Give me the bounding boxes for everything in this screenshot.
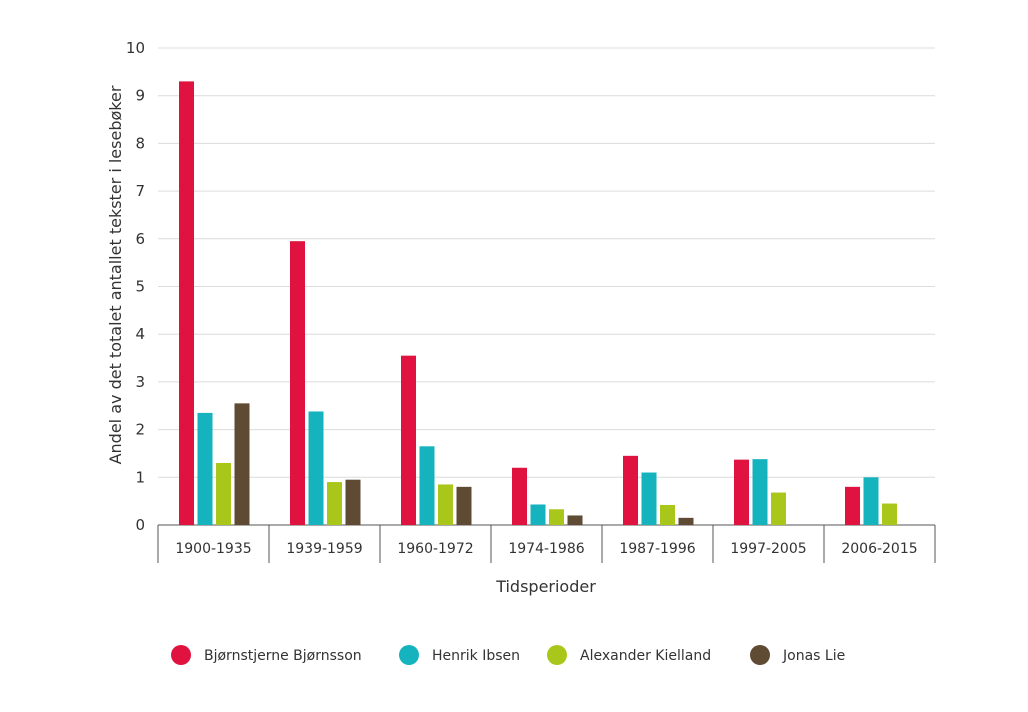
- bar: [623, 455, 638, 525]
- bar: [438, 484, 453, 525]
- bar: [419, 446, 435, 525]
- bar: [678, 517, 694, 525]
- bar: [752, 459, 768, 525]
- y-tick-label: 8: [135, 134, 145, 152]
- legend-swatch: [171, 645, 191, 665]
- y-tick-label: 9: [135, 87, 145, 105]
- bar: [641, 472, 657, 525]
- legend-label: Alexander Kielland: [580, 648, 711, 664]
- x-tick-label: 1939-1959: [286, 541, 362, 557]
- legend-swatch: [399, 645, 419, 665]
- bar: [567, 515, 583, 525]
- bar: [197, 412, 213, 525]
- bar: [863, 477, 879, 525]
- x-tick-label: 2006-2015: [841, 541, 917, 557]
- bar: [771, 492, 786, 525]
- legend-label: Bjørnstjerne Bjørnsson: [204, 648, 362, 664]
- bar: [512, 467, 527, 525]
- bar: [549, 509, 564, 525]
- x-tick-label: 1987-1996: [619, 541, 695, 557]
- y-tick-label: 0: [135, 516, 145, 534]
- y-tick-label: 3: [135, 373, 145, 391]
- legend-swatch: [547, 645, 567, 665]
- bar: [882, 503, 897, 525]
- bar: [456, 486, 472, 525]
- y-tick-label: 2: [135, 421, 145, 439]
- legend-swatch: [750, 645, 770, 665]
- y-axis-ticks: 0 1 2 3 4 5 6 7 8 9 10: [126, 39, 145, 534]
- bar: [401, 355, 416, 525]
- y-tick-label: 4: [135, 325, 145, 343]
- bar: [290, 241, 305, 525]
- y-tick-label: 1: [135, 468, 145, 486]
- y-tick-label: 6: [135, 230, 145, 248]
- x-axis-title: Tidsperioder: [495, 577, 596, 596]
- y-tick-label: 7: [135, 182, 145, 200]
- bars: [179, 81, 897, 525]
- bar: [734, 459, 749, 525]
- y-tick-label: 5: [135, 278, 145, 296]
- legend: Bjørnstjerne Bjørnsson Henrik Ibsen Alexan…: [171, 645, 845, 665]
- bar: [660, 504, 675, 525]
- x-tick-label: 1974-1986: [508, 541, 584, 557]
- bar: [216, 462, 231, 525]
- bar: [234, 403, 250, 525]
- y-axis-title: Andel av det totalet antallet tekster i …: [106, 85, 125, 464]
- legend-label: Henrik Ibsen: [432, 648, 520, 664]
- y-tick-label: 10: [126, 39, 145, 57]
- gridlines: [158, 47, 935, 526]
- x-tick-label: 1960-1972: [397, 541, 473, 557]
- bar: [327, 482, 342, 525]
- x-tick-label: 1997-2005: [730, 541, 806, 557]
- legend-label: Jonas Lie: [782, 648, 845, 664]
- bar: [179, 81, 194, 525]
- x-axis-categories: 1900-1935 1939-1959 1960-1972 1974-1986 1987…: [157, 525, 936, 563]
- bar: [345, 479, 361, 525]
- bar: [308, 411, 324, 525]
- x-tick-label: 1900-1935: [175, 541, 251, 557]
- bar: [845, 486, 860, 525]
- bar: [530, 504, 546, 525]
